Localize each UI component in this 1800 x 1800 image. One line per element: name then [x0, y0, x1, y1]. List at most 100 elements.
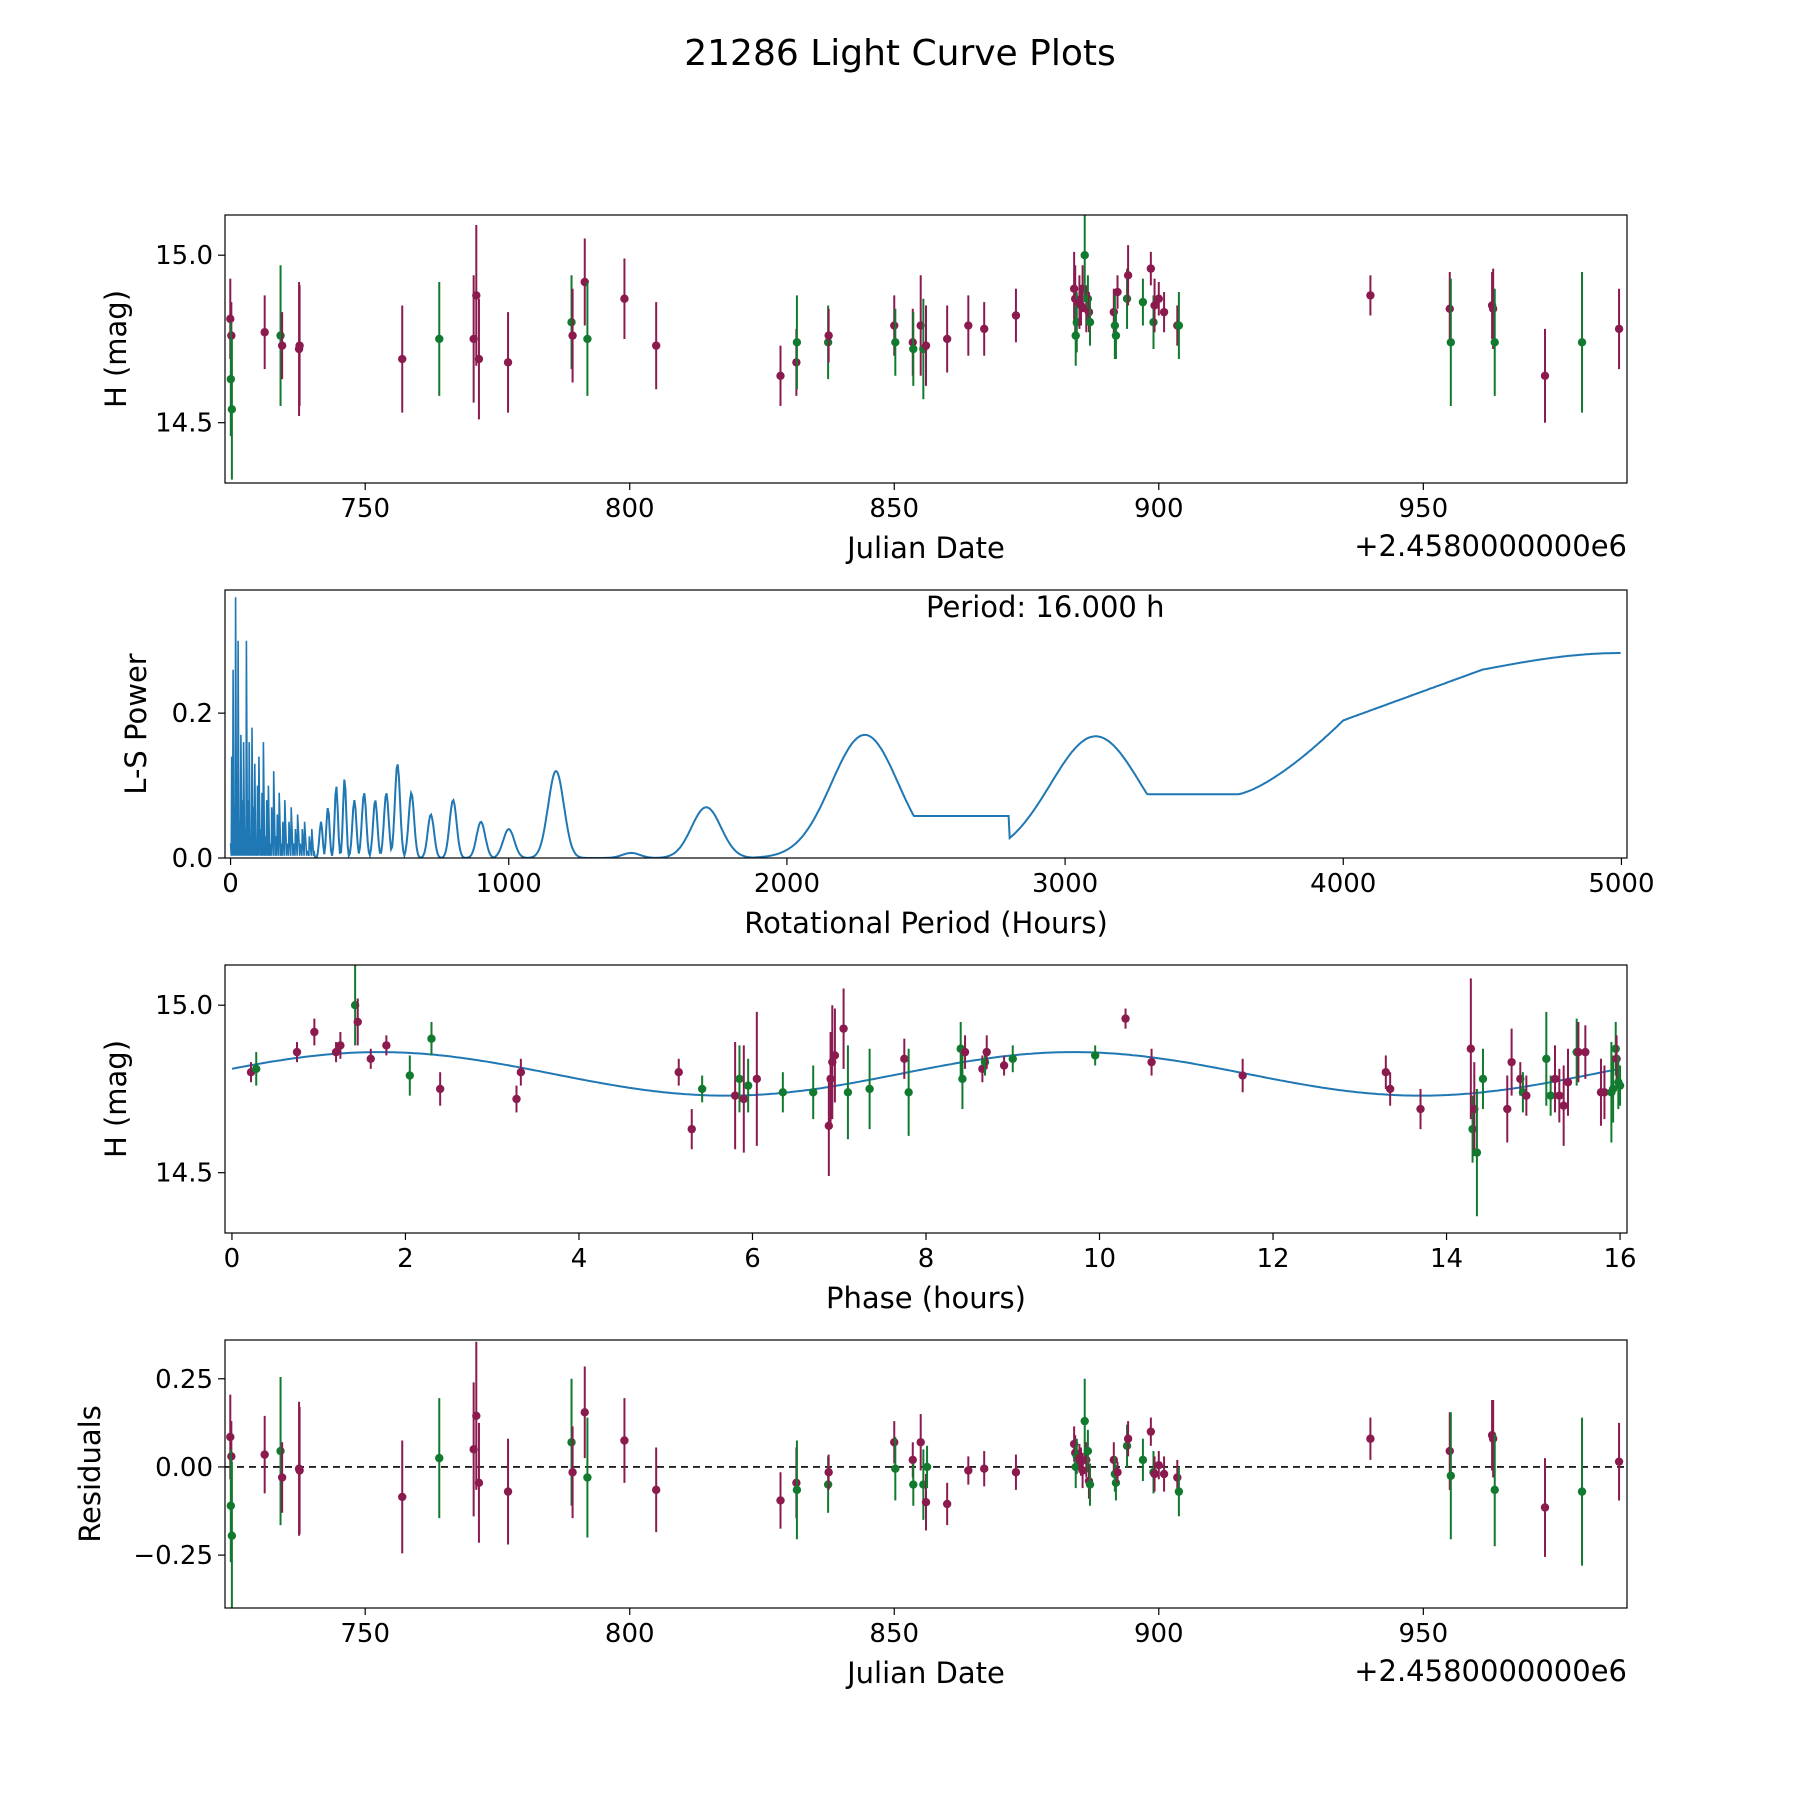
lightcurve-offset-label: +2.4580000000e6 [1354, 529, 1627, 563]
xtick-label: 900 [1134, 1619, 1184, 1649]
data-point [982, 1047, 991, 1057]
data-point [1445, 304, 1454, 313]
data-point [583, 334, 592, 344]
xtick-label: 0 [222, 869, 239, 899]
data-point [1540, 1503, 1550, 1512]
data-point [567, 318, 576, 327]
data-point [292, 1047, 302, 1057]
ytick-label: 0.25 [155, 1365, 213, 1395]
xtick-label: 1000 [476, 869, 542, 899]
data-point [891, 1464, 900, 1473]
periodogram-marks [229, 597, 1621, 858]
phased-ticks: 0 2 4 6 8 10 12 14 16 14.5 15.0 [155, 991, 1636, 1274]
data-point [1488, 304, 1498, 313]
data-point [1615, 1081, 1625, 1090]
data-point [1488, 1434, 1498, 1443]
data-point [1123, 1434, 1133, 1443]
data-point [226, 314, 235, 324]
data-point [1174, 321, 1184, 330]
period-annotation: Period: 16.000 h [926, 590, 1165, 624]
data-point [1503, 1104, 1512, 1114]
data-point [472, 1411, 481, 1421]
xtick-label: 6 [744, 1244, 761, 1274]
data-point [792, 1485, 802, 1495]
xtick-label: 8 [918, 1244, 935, 1274]
data-point [1147, 1057, 1156, 1067]
xtick-label: 0 [224, 1244, 241, 1274]
data-point [512, 1094, 521, 1104]
data-point [916, 1438, 925, 1447]
data-point [674, 1068, 683, 1077]
data-point [1446, 1471, 1456, 1480]
data-point [942, 334, 952, 344]
data-point [1385, 1084, 1395, 1094]
xtick-label: 850 [869, 1619, 919, 1649]
data-point [295, 1466, 304, 1475]
data-point [252, 1064, 261, 1074]
data-point [503, 1487, 513, 1496]
data-point [1600, 1088, 1609, 1097]
data-point [865, 1084, 874, 1094]
data-point [979, 1464, 989, 1473]
data-point [474, 354, 484, 364]
data-point [276, 1446, 285, 1456]
data-point [1109, 1455, 1119, 1465]
data-point [1154, 294, 1163, 303]
ytick-label: 15.0 [155, 991, 213, 1021]
data-point [942, 1499, 952, 1509]
periodogram-ylabel: L-S Power [119, 653, 153, 794]
data-point [1122, 1441, 1132, 1450]
lightcurve-xlabel: Julian Date [845, 531, 1005, 565]
data-point [980, 1057, 990, 1067]
data-point [1113, 1468, 1122, 1477]
residuals-xlabel: Julian Date [845, 1656, 1005, 1690]
data-point [1540, 371, 1550, 380]
data-point [960, 1047, 970, 1057]
data-point [1149, 318, 1158, 327]
data-point [1084, 307, 1094, 317]
data-point [568, 1468, 577, 1477]
data-point [295, 341, 304, 350]
xtick-label: 850 [869, 494, 919, 524]
data-point [1138, 297, 1148, 307]
xtick-label: 750 [340, 494, 390, 524]
data-point [474, 1478, 484, 1488]
data-point [1008, 1054, 1017, 1064]
data-point [979, 324, 989, 334]
data-point [1154, 1460, 1163, 1470]
xtick-label: 4000 [1310, 869, 1376, 899]
lightcurve-panel: 750 800 850 900 950 14.5 15.0 Julian Date +2.4… [99, 214, 1628, 565]
phased-xlabel: Phase (hours) [826, 1281, 1026, 1315]
data-point [226, 374, 236, 384]
data-point [1071, 1462, 1080, 1472]
data-point [739, 1094, 749, 1104]
residuals-offset-label: +2.4580000000e6 [1354, 1654, 1627, 1688]
data-point [1071, 331, 1080, 340]
data-point [809, 1088, 818, 1097]
data-point [1614, 324, 1624, 334]
xtick-label: 800 [605, 494, 655, 524]
data-point [1614, 1457, 1624, 1466]
data-point [1445, 1446, 1454, 1456]
data-point [1563, 1078, 1573, 1087]
data-point [277, 1473, 287, 1482]
data-point [1466, 1044, 1476, 1053]
data-point [1159, 1469, 1169, 1479]
data-point [1546, 1091, 1555, 1100]
data-point [776, 1496, 785, 1505]
data-point [1446, 338, 1456, 347]
data-point [730, 1091, 740, 1100]
data-point [824, 1121, 834, 1131]
data-point [331, 1047, 341, 1057]
lightcurve-frame [224, 214, 1628, 484]
data-point [435, 1453, 444, 1463]
data-point [382, 1041, 391, 1050]
data-point [1080, 251, 1089, 260]
xtick-label: 10 [1083, 1244, 1116, 1274]
data-point [1490, 1485, 1499, 1495]
data-point [1150, 301, 1159, 310]
periodogram-curve [314, 652, 1621, 858]
data-point [1111, 331, 1121, 340]
data-point [472, 291, 481, 300]
data-point [1522, 1091, 1531, 1100]
